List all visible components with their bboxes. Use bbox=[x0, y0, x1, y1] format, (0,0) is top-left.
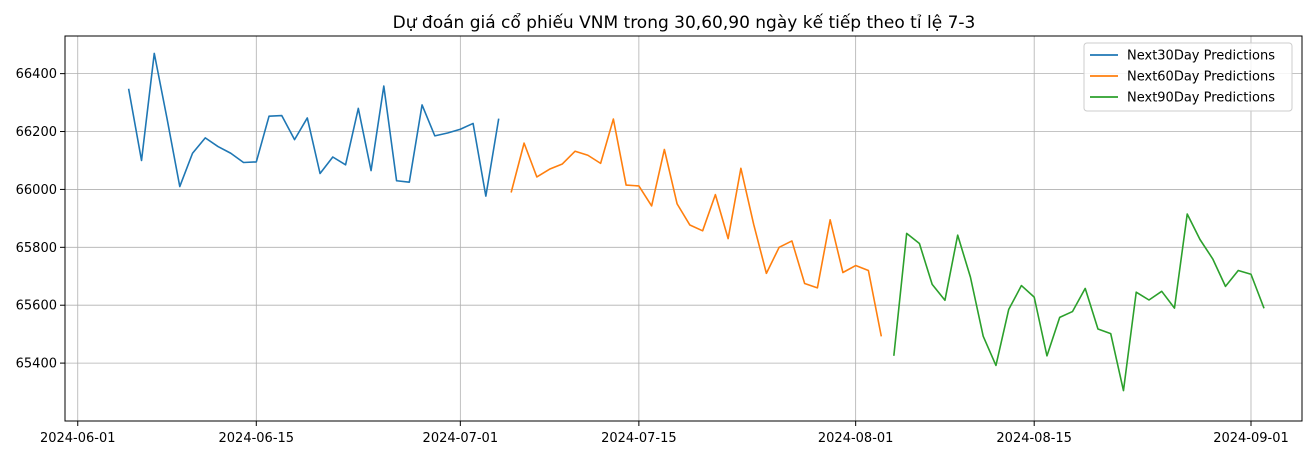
legend-box bbox=[1083, 42, 1293, 112]
series-line-2 bbox=[510, 118, 883, 337]
x-tick-label: 2024-06-01 bbox=[40, 431, 116, 446]
legend-label: Next90Day Predictions bbox=[1127, 91, 1275, 106]
x-tick-label: 2024-09-01 bbox=[1213, 431, 1289, 446]
y-tick-label: 65800 bbox=[16, 241, 57, 256]
axes: 2024-06-01 2024-06-15 2024-07-01 2024-07-15… bbox=[16, 67, 1289, 446]
legend-label: Next30Day Predictions bbox=[1127, 49, 1275, 64]
grid bbox=[65, 36, 1302, 421]
series-line-1 bbox=[127, 52, 500, 197]
legend-label: Next60Day Predictions bbox=[1127, 70, 1275, 85]
y-tick-label: 66000 bbox=[16, 183, 57, 198]
legend: Next30Day Predictions Next60Day Predictio… bbox=[1083, 42, 1293, 112]
plot-frame bbox=[64, 35, 1303, 422]
y-tick-label: 66200 bbox=[16, 125, 57, 140]
x-tick-label: 2024-06-15 bbox=[219, 431, 295, 446]
y-tick-label: 65400 bbox=[16, 357, 57, 372]
y-tick-label: 65600 bbox=[16, 299, 57, 314]
series-lines bbox=[127, 52, 1265, 392]
x-tick-label: 2024-08-15 bbox=[996, 431, 1072, 446]
y-tick-label: 66400 bbox=[16, 67, 57, 82]
x-tick-label: 2024-07-15 bbox=[601, 431, 677, 446]
x-tick-label: 2024-08-01 bbox=[818, 431, 894, 446]
series-line-3 bbox=[893, 213, 1265, 392]
chart-title: Dự đoán giá cổ phiếu VNM trong 30,60,90 … bbox=[393, 12, 976, 33]
x-tick-label: 2024-07-01 bbox=[423, 431, 499, 446]
